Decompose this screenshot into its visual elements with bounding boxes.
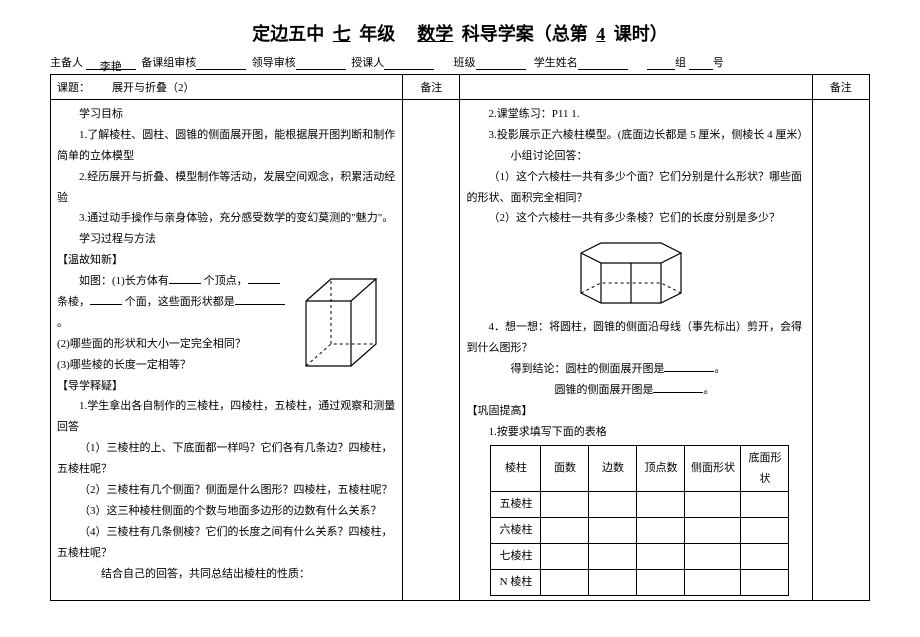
note-right-body	[812, 100, 869, 601]
group-review-label: 备课组审核	[141, 57, 196, 69]
seat-num: 号	[713, 57, 724, 69]
row-5prism: 五棱柱	[491, 492, 541, 518]
class-blank	[476, 58, 526, 70]
preparer-label: 主备人	[50, 57, 83, 69]
group-blank	[647, 58, 675, 70]
lesson-cell: 课题： 展开与折叠（2）	[51, 75, 403, 100]
r6: 得到结论：圆柱的侧面展开图是。	[466, 359, 805, 380]
right-header-empty	[460, 75, 812, 100]
goal-1: 1.了解棱柱、圆柱、圆锥的侧面展开图，能根据展开图判断和制作简单的立体模型	[57, 125, 396, 167]
g-summary: 结合自己的回答，共同总结出棱柱的性质：	[57, 564, 396, 585]
table-row: 七棱柱	[491, 544, 789, 570]
consolidate-heading: 【巩固提高】	[466, 401, 805, 422]
student-blank	[578, 58, 628, 70]
th-prism: 棱柱	[491, 445, 541, 492]
q1-a: 如图：(1)长方体有	[79, 275, 169, 287]
goal-2: 2.经历展开与折叠、模型制作等活动，发展空间观念，积累活动经验	[57, 167, 396, 209]
th-vertices: 顶点数	[637, 445, 685, 492]
blank-edges	[248, 274, 280, 284]
blank-shape	[235, 295, 285, 305]
note-left-header: 备注	[403, 75, 460, 100]
lesson-title: 展开与折叠（2）	[112, 82, 195, 94]
note-right-header: 备注	[812, 75, 869, 100]
table-header-row: 棱柱 面数 边数 顶点数 侧面形状 底面形状	[491, 445, 789, 492]
subject: 数学	[413, 24, 457, 44]
r5: 4．想一想：将圆柱，圆锥的侧面沿母线（事先标出）剪开，会得到什么图形？	[466, 317, 805, 359]
g1-2: （2）三棱柱有几个侧面？侧面是什么图形？四棱柱，五棱柱呢？	[57, 480, 396, 501]
q1-b: 个顶点，	[204, 275, 248, 287]
preparer-name: 李艳	[86, 58, 136, 70]
cube-paragraph: 如图：(1)长方体有 个顶点， 条棱， 个面，这些面形状都是。 (2)哪些面的形…	[57, 271, 396, 375]
th-faces: 面数	[541, 445, 589, 492]
group-review-blank	[196, 58, 246, 70]
guide-heading: 【导学释疑】	[57, 376, 396, 397]
goal-3: 3.通过动手操作与亲身体验，充分感受数学的变幻莫测的"魅力"。	[57, 208, 396, 229]
left-content: 学习目标 1.了解棱柱、圆柱、圆锥的侧面展开图，能根据展开图判断和制作简单的立体…	[51, 100, 403, 601]
page-title: 定边五中 七 年级 数学 科导学案（总第 4 课时）	[50, 20, 870, 46]
seat-group: 组	[675, 57, 686, 69]
r3: （1）这个六棱柱一共有多少个面？它们分别是什么形状？哪些面的形状、面积完全相同？	[466, 167, 805, 209]
warmup-heading: 【温故知新】	[57, 250, 396, 271]
g1-1: （1）三棱柱的上、下底面都一样吗？它们各有几条边？四棱柱，五棱柱呢？	[57, 438, 396, 480]
r7: 圆锥的侧面展开图是。	[466, 380, 805, 401]
q1-e: 。	[57, 317, 68, 329]
main-layout-table: 课题： 展开与折叠（2） 备注 备注 学习目标 1.了解棱柱、圆柱、圆锥的侧面展…	[50, 74, 870, 601]
r4: （2）这个六棱柱一共有多少条棱？它们的长度分别是多少？	[466, 208, 805, 229]
teacher-blank	[384, 58, 434, 70]
r2b: 小组讨论回答：	[466, 146, 805, 167]
goals-title: 学习目标	[57, 104, 396, 125]
row-nprism: N 棱柱	[491, 570, 541, 596]
subject-suffix: 科导学案（总第	[462, 24, 588, 44]
period-num: 4	[592, 24, 609, 44]
table-row: N 棱柱	[491, 570, 789, 596]
school-name: 定边五中	[252, 24, 324, 44]
row-6prism: 六棱柱	[491, 518, 541, 544]
lesson-label: 课题：	[57, 82, 90, 94]
blank-vertices	[169, 274, 201, 284]
period-suffix: 课时）	[614, 24, 668, 44]
grade: 七	[329, 24, 355, 44]
student-label: 学生姓名	[534, 57, 578, 69]
process-title: 学习过程与方法	[57, 229, 396, 250]
q1-c: 条棱，	[57, 296, 90, 308]
table-row: 五棱柱	[491, 492, 789, 518]
row-7prism: 七棱柱	[491, 544, 541, 570]
q1-d: 个面，这些面形状都是	[125, 296, 235, 308]
leader-review-label: 领导审核	[252, 57, 296, 69]
r1: 2.课堂练习：P11 1.	[466, 104, 805, 125]
grade-suffix: 年级	[359, 24, 395, 44]
g1: 1.学生拿出各自制作的三棱柱，四棱柱，五棱柱，通过观察和测量回答	[57, 396, 396, 438]
blank-cone	[653, 383, 703, 393]
r2: 3.投影展示正六棱柱模型。(底面边长都是 5 厘米，侧棱长 4 厘米）	[466, 125, 805, 146]
blank-faces	[90, 295, 122, 305]
table-row: 六棱柱	[491, 518, 789, 544]
num-blank	[689, 58, 713, 70]
th-base-shape: 底面形状	[741, 445, 789, 492]
info-row: 主备人 李艳 备课组审核 领导审核 授课人 班级 学生姓名 组 号	[50, 54, 870, 70]
th-side-shape: 侧面形状	[685, 445, 741, 492]
hexagonal-prism-icon	[571, 233, 701, 313]
teacher-label: 授课人	[351, 57, 384, 69]
class-label: 班级	[454, 57, 476, 69]
blank-cylinder	[664, 362, 714, 372]
th-edges: 边数	[589, 445, 637, 492]
cuboid-icon	[296, 271, 386, 371]
note-left-body	[403, 100, 460, 601]
prism-table: 棱柱 面数 边数 顶点数 侧面形状 底面形状 五棱柱 六棱柱 七棱柱 N 棱柱	[490, 445, 789, 596]
g1-4: （4）三棱柱有几条侧棱？它们的长度之间有什么关系？四棱柱，五棱柱呢？	[57, 522, 396, 564]
leader-review-blank	[296, 58, 346, 70]
g1-3: （3）这三种棱柱侧面的个数与地面多边形的边数有什么关系？	[57, 501, 396, 522]
table-intro: 1.按要求填写下面的表格	[466, 422, 805, 443]
right-content: 2.课堂练习：P11 1. 3.投影展示正六棱柱模型。(底面边长都是 5 厘米，…	[460, 100, 812, 601]
